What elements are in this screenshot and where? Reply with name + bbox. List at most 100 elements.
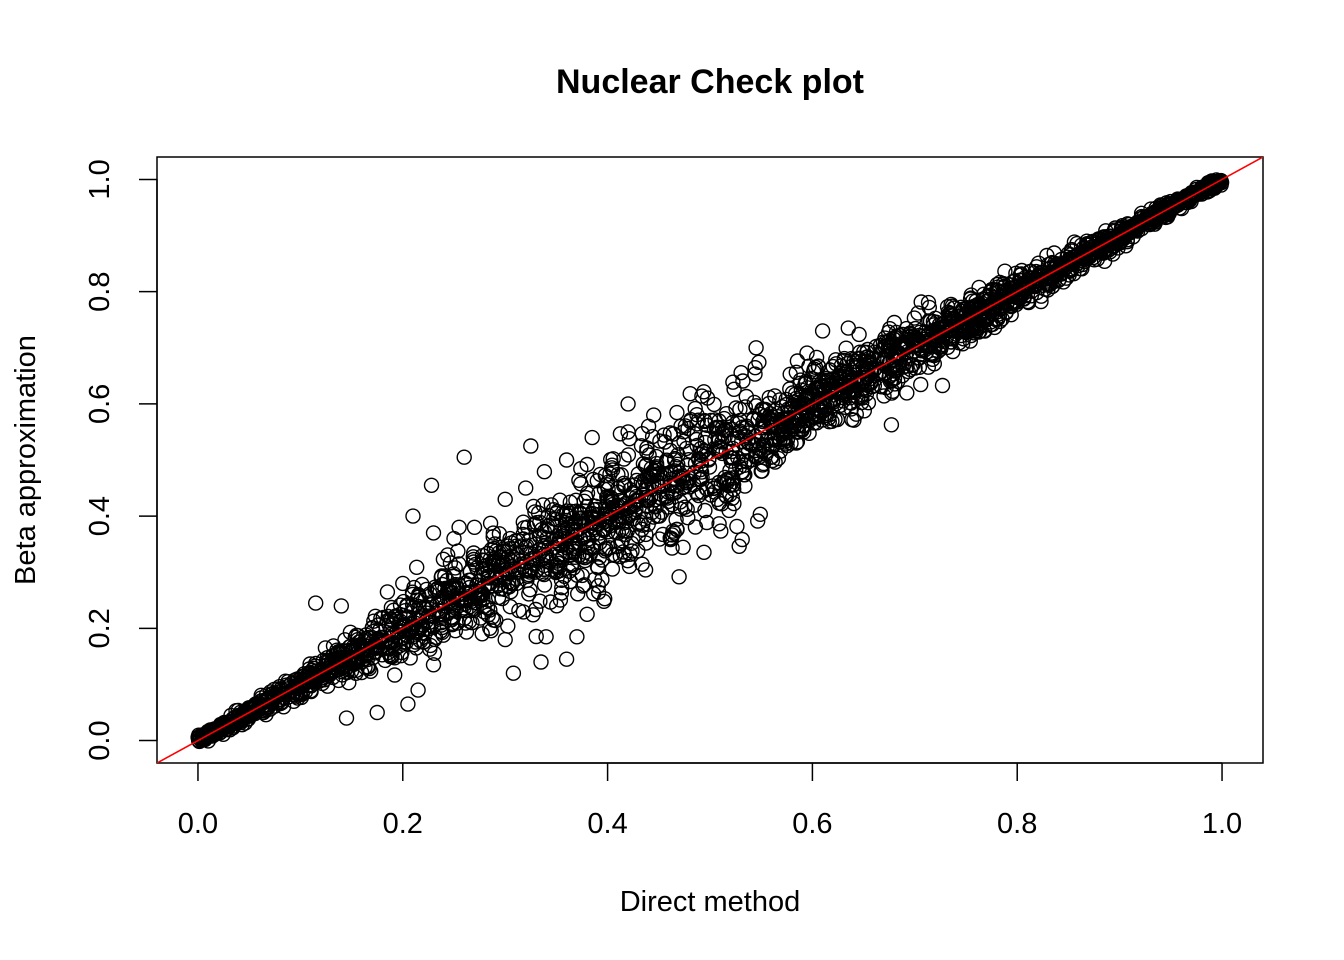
data-point: [641, 447, 657, 463]
y-tick-label: 0.2: [84, 608, 116, 648]
data-point: [617, 526, 634, 543]
data-point: [782, 366, 798, 382]
data-point: [1064, 251, 1081, 267]
data-point: [804, 408, 820, 425]
data-point: [705, 478, 721, 494]
data-point: [409, 559, 425, 575]
data-point: [1169, 195, 1186, 211]
data-point: [437, 598, 453, 614]
data-point: [778, 391, 794, 408]
data-point: [367, 645, 383, 661]
data-point: [491, 555, 507, 571]
data-point: [748, 340, 764, 356]
data-point: [692, 471, 708, 487]
data-point: [921, 326, 937, 343]
data-point: [767, 454, 783, 470]
data-point: [497, 491, 513, 507]
data-point: [733, 365, 749, 381]
data-point: [640, 418, 657, 434]
data-point: [659, 454, 675, 470]
data-point: [627, 477, 643, 493]
data-point: [441, 580, 458, 596]
data-point: [734, 531, 750, 548]
data-point: [846, 360, 862, 376]
data-point: [433, 615, 449, 631]
data-point: [573, 461, 589, 477]
data-point: [935, 322, 951, 338]
data-point: [772, 392, 788, 408]
data-point: [1181, 189, 1198, 205]
data-point: [1083, 241, 1100, 258]
data-point: [248, 695, 265, 712]
data-point: [290, 673, 306, 689]
data-point: [546, 539, 562, 556]
data-point: [435, 551, 452, 567]
data-point: [584, 540, 600, 557]
data-point: [633, 438, 650, 454]
data-point: [525, 607, 541, 623]
data-point: [602, 466, 618, 482]
data-point: [881, 368, 898, 384]
data-point: [483, 623, 499, 639]
data-point: [466, 519, 483, 535]
data-point: [485, 525, 501, 541]
data-point: [828, 352, 844, 368]
data-point: [570, 586, 586, 602]
data-point: [955, 331, 972, 347]
data-point: [558, 506, 574, 522]
x-tick-label: 0.2: [383, 808, 423, 840]
data-point: [612, 426, 629, 442]
data-point: [737, 399, 753, 415]
data-point: [330, 643, 347, 660]
data-point: [1204, 175, 1220, 192]
data-point: [485, 529, 501, 545]
data-point: [333, 598, 349, 614]
data-point: [411, 587, 427, 604]
data-point: [876, 388, 892, 404]
data-point: [931, 325, 947, 341]
data-point: [371, 622, 388, 639]
data-point: [560, 521, 576, 537]
data-point: [748, 437, 764, 453]
data-point: [337, 632, 353, 648]
data-point: [387, 608, 403, 625]
data-point: [279, 686, 295, 702]
data-point: [579, 606, 595, 622]
data-point: [1007, 273, 1023, 289]
data-point: [364, 620, 380, 636]
data-point: [444, 617, 460, 633]
data-point: [859, 377, 876, 393]
data-point: [666, 525, 682, 541]
data-point: [265, 689, 281, 705]
data-point: [761, 389, 777, 406]
data-point: [738, 420, 754, 436]
data-point: [440, 547, 456, 563]
data-point: [423, 477, 440, 493]
data-point: [576, 577, 592, 593]
data-point: [651, 531, 668, 547]
data-point: [510, 532, 526, 549]
data-point: [534, 521, 550, 538]
data-point: [637, 562, 654, 578]
data-point: [972, 323, 988, 339]
data-point: [845, 384, 862, 400]
data-point: [904, 357, 920, 373]
data-point: [555, 524, 571, 540]
data-point: [638, 526, 654, 543]
data-point: [777, 431, 793, 447]
data-point: [659, 490, 676, 506]
data-point: [610, 525, 627, 541]
data-point: [925, 351, 941, 367]
data-point: [746, 410, 762, 427]
data-point: [729, 518, 745, 535]
data-point: [767, 402, 783, 419]
data-point: [696, 544, 712, 560]
data-point: [994, 311, 1010, 327]
data-point: [649, 508, 666, 524]
x-tick-label: 1.0: [1202, 808, 1242, 840]
data-point: [971, 279, 987, 296]
data-point: [687, 400, 703, 417]
data-point: [387, 667, 403, 683]
data-point: [522, 582, 538, 598]
data-point: [731, 538, 747, 554]
